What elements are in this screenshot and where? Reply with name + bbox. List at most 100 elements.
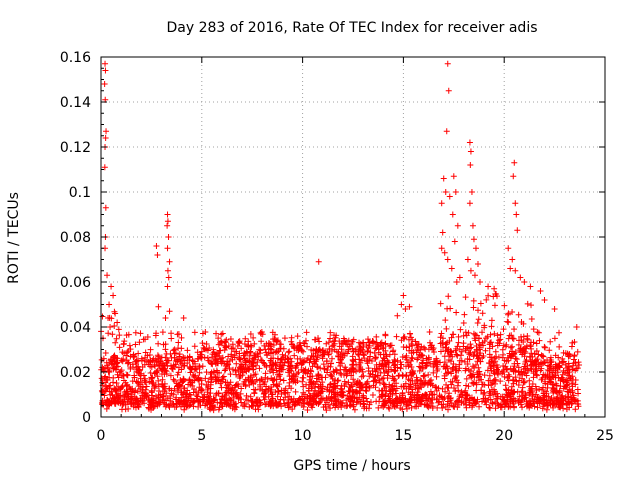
- y-tick-label: 0.1: [69, 185, 91, 201]
- data-point: [547, 354, 554, 361]
- data-point: [385, 364, 392, 371]
- data-point: [116, 344, 123, 351]
- data-point: [516, 347, 523, 354]
- data-point: [409, 336, 416, 343]
- data-point: [98, 387, 105, 394]
- data-point: [400, 292, 407, 299]
- data-point: [254, 359, 261, 366]
- data-point: [516, 371, 523, 378]
- data-point: [208, 376, 215, 383]
- data-point: [505, 319, 512, 326]
- data-point: [382, 392, 389, 399]
- data-point: [331, 346, 338, 353]
- data-point: [445, 406, 452, 413]
- data-point: [291, 352, 298, 359]
- data-point: [416, 394, 423, 401]
- data-point: [280, 362, 287, 369]
- data-point: [494, 342, 501, 349]
- data-point: [534, 399, 541, 406]
- data-point: [168, 390, 175, 397]
- data-point: [196, 369, 203, 376]
- data-point: [449, 353, 456, 360]
- data-point: [378, 339, 385, 346]
- data-point: [488, 381, 495, 388]
- data-point: [407, 330, 414, 337]
- data-point: [434, 404, 441, 411]
- data-point: [216, 347, 223, 354]
- data-point: [521, 279, 528, 285]
- data-point: [338, 351, 345, 358]
- data-point: [493, 362, 500, 369]
- data-point: [340, 335, 347, 342]
- data-point: [277, 396, 284, 403]
- data-point: [443, 128, 450, 135]
- data-point: [509, 256, 516, 263]
- data-point: [530, 362, 537, 369]
- data-point: [548, 379, 555, 386]
- data-point: [438, 401, 445, 408]
- data-point: [102, 60, 109, 67]
- data-point: [247, 348, 254, 355]
- data-point: [286, 367, 293, 374]
- data-point: [494, 390, 501, 397]
- data-point: [531, 396, 538, 403]
- data-point: [167, 362, 174, 369]
- data-point: [472, 337, 479, 344]
- data-point: [524, 300, 531, 307]
- data-point: [158, 371, 165, 378]
- data-point: [429, 403, 436, 410]
- data-point: [304, 406, 311, 413]
- data-point: [176, 351, 183, 358]
- data-point: [475, 373, 482, 380]
- data-point: [447, 395, 454, 402]
- data-point: [501, 397, 508, 404]
- data-point: [454, 404, 461, 411]
- data-point: [222, 366, 229, 373]
- data-point: [167, 401, 174, 408]
- data-point: [294, 378, 301, 385]
- data-point: [292, 388, 299, 395]
- data-point: [303, 329, 310, 336]
- data-point: [151, 361, 158, 368]
- data-point: [542, 380, 549, 387]
- data-point: [286, 379, 293, 386]
- data-point: [123, 388, 130, 395]
- data-point: [448, 265, 455, 272]
- data-point: [278, 366, 285, 373]
- data-point: [338, 360, 345, 367]
- data-point: [112, 339, 119, 346]
- data-point: [430, 358, 437, 365]
- data-point: [129, 378, 136, 385]
- y-tick-label: 0: [82, 410, 91, 426]
- data-point: [442, 341, 449, 348]
- data-point: [214, 399, 221, 406]
- data-point: [273, 338, 280, 345]
- data-point: [379, 375, 386, 382]
- data-point: [408, 358, 415, 365]
- data-point: [366, 405, 373, 412]
- data-point: [497, 378, 504, 385]
- data-point: [218, 331, 225, 338]
- data-point: [558, 400, 565, 407]
- data-point: [374, 373, 381, 379]
- data-point: [510, 377, 517, 384]
- data-point: [168, 335, 175, 342]
- data-point: [574, 386, 581, 393]
- data-point: [382, 383, 389, 390]
- data-point: [472, 331, 479, 338]
- data-point: [266, 362, 273, 369]
- data-point: [355, 351, 362, 358]
- data-point: [282, 394, 289, 401]
- data-point: [115, 383, 122, 390]
- data-point: [150, 404, 157, 411]
- data-point: [532, 383, 539, 390]
- data-point: [311, 390, 318, 397]
- data-point: [383, 351, 390, 358]
- data-point: [363, 395, 370, 402]
- data-point: [268, 397, 275, 404]
- data-point: [251, 340, 258, 347]
- data-point: [152, 381, 159, 388]
- data-point: [309, 404, 316, 411]
- data-point: [287, 355, 294, 362]
- data-point: [223, 384, 230, 391]
